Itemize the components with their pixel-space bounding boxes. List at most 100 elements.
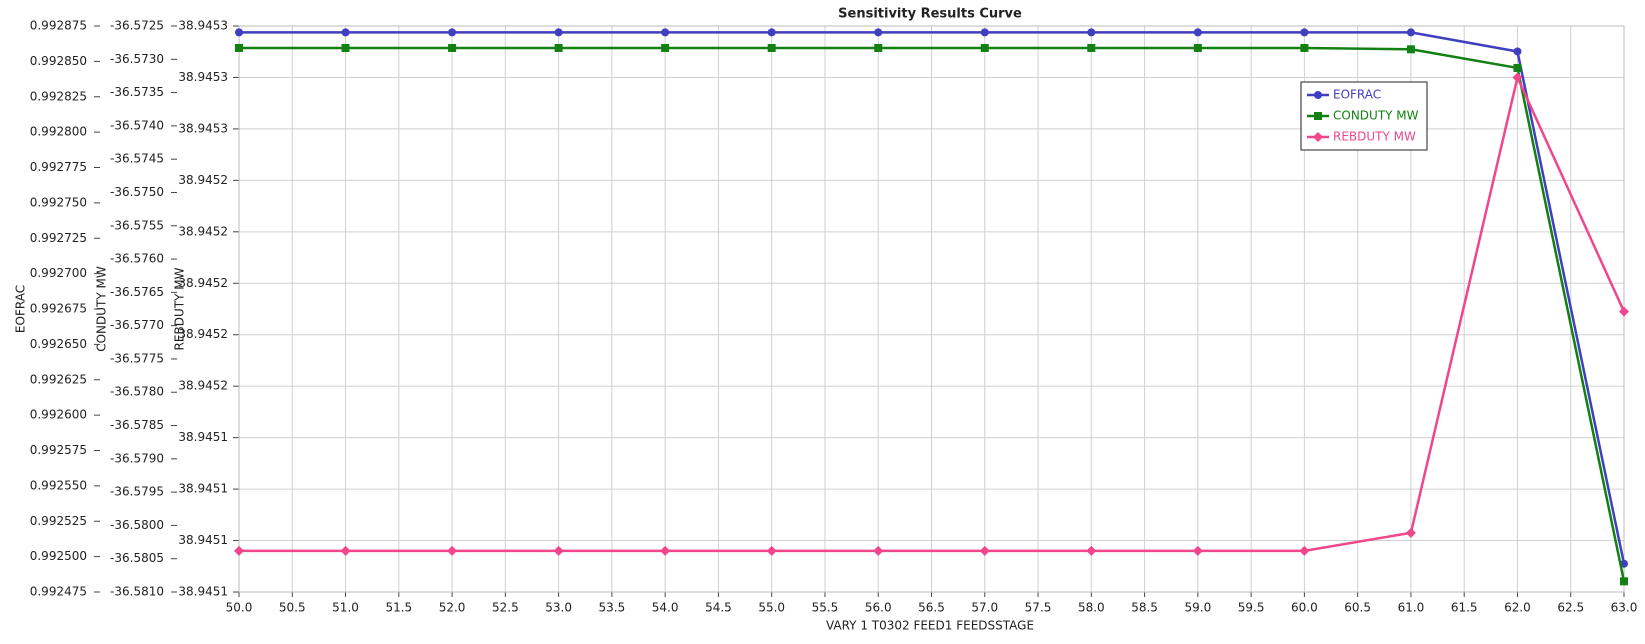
data-point [1087, 28, 1096, 37]
y-tick-label: 0.992575 [30, 443, 87, 457]
y-tick-label: 0.992825 [30, 89, 87, 103]
y-tick-label: 38.9451 [178, 585, 228, 599]
x-tick-label: 56.0 [865, 601, 892, 615]
x-tick-label: 53.5 [599, 601, 626, 615]
data-point [554, 43, 563, 52]
y-tick-label: -36.5775 [110, 351, 164, 365]
x-axis-label: VARY 1 T0302 FEED1 FEEDSSTAGE [826, 619, 1034, 633]
data-point [980, 28, 989, 37]
data-point [766, 545, 777, 556]
y-tick-label: 38.9453 [178, 70, 228, 84]
y-tick-label: -36.5725 [110, 19, 164, 33]
x-tick-label: 63.0 [1611, 601, 1638, 615]
data-point [979, 545, 990, 556]
data-point [1512, 72, 1523, 83]
y-tick-label: 38.9452 [178, 173, 228, 187]
data-point [1086, 545, 1097, 556]
data-point [874, 28, 883, 37]
y-tick-label: 0.992875 [30, 19, 87, 33]
y-tick-label: 38.9451 [178, 482, 228, 496]
data-point [1619, 306, 1629, 317]
series-line [239, 46, 1626, 582]
x-tick-label: 50.0 [226, 601, 253, 615]
y-tick-label: -36.5795 [110, 485, 164, 499]
legend-label: REBDUTY MW [1333, 130, 1416, 144]
x-tick-label: 51.0 [332, 601, 359, 615]
y-tick-label: 0.992600 [30, 408, 87, 422]
x-tick-label: 55.5 [812, 601, 839, 615]
y2-axis-label: CONDUTY MW [95, 266, 109, 352]
y-tick-label: -36.5810 [110, 585, 164, 599]
data-point [1406, 28, 1415, 37]
x-tick-label: 54.5 [705, 601, 732, 615]
legend-label: CONDUTY MW [1333, 109, 1419, 123]
y-tick-label: 38.9451 [178, 533, 228, 547]
y-tick-label: -36.5800 [110, 518, 164, 532]
y-tick-label: 0.992775 [30, 160, 87, 174]
legend-marker [1314, 112, 1322, 120]
y-tick-label: 38.9452 [178, 327, 228, 341]
data-point [660, 545, 671, 556]
y-tick-label: 0.992850 [30, 54, 87, 68]
x-tick-label: 52.0 [439, 601, 466, 615]
series-line [239, 73, 1626, 553]
data-point [1193, 28, 1202, 37]
data-point [341, 28, 350, 37]
chart-title: Sensitivity Results Curve [838, 7, 1022, 22]
x-tick-label: 56.5 [918, 601, 945, 615]
data-point [1620, 577, 1628, 586]
x-tick-label: 58.0 [1078, 601, 1105, 615]
data-point [1299, 545, 1310, 556]
y-tick-label: -36.5760 [110, 252, 164, 266]
x-tick-label: 51.5 [385, 601, 412, 615]
data-point [661, 43, 670, 52]
data-point [767, 28, 776, 37]
x-tick-label: 62.5 [1557, 601, 1584, 615]
data-point [341, 43, 350, 52]
data-point [1406, 45, 1415, 54]
data-point [234, 545, 244, 556]
x-tick-label: 52.5 [492, 601, 519, 615]
y-tick-label: 0.992525 [30, 514, 87, 528]
x-tick-label: 61.5 [1451, 601, 1478, 615]
x-tick-label: 57.0 [971, 601, 998, 615]
y-tick-label: 0.992700 [30, 266, 87, 280]
x-tick-label: 60.0 [1291, 601, 1318, 615]
data-point [447, 545, 458, 556]
legend-marker [1314, 91, 1322, 99]
legend-label: EOFRAC [1333, 88, 1381, 102]
y-tick-label: -36.5730 [110, 52, 164, 66]
x-tick-label: 58.5 [1131, 601, 1158, 615]
y-tick-label: 0.992550 [30, 478, 87, 492]
y-tick-label: -36.5755 [110, 218, 164, 232]
data-point [448, 43, 457, 52]
series-line [239, 31, 1626, 564]
data-point [1405, 527, 1416, 538]
y-tick-label: 38.9453 [178, 121, 228, 135]
y-tick-label: 0.992625 [30, 372, 87, 386]
y-tick-label: 0.992675 [30, 302, 87, 316]
y-tick-label: -36.5790 [110, 451, 164, 465]
data-point [980, 43, 989, 52]
y-tick-label: 0.992725 [30, 231, 87, 245]
data-point [873, 545, 884, 556]
data-point [1087, 43, 1096, 52]
data-point [1193, 43, 1202, 52]
data-point [235, 43, 243, 52]
data-point [553, 545, 564, 556]
data-point [1300, 28, 1309, 37]
x-tick-label: 55.0 [758, 601, 785, 615]
y3-axis-label: REBDUTY MW [173, 267, 187, 350]
data-point [874, 43, 883, 52]
data-point [1300, 43, 1309, 52]
y-axis-label: EOFRAC [14, 285, 28, 333]
y-tick-label: 0.992475 [30, 585, 87, 599]
x-tick-label: 59.5 [1238, 601, 1265, 615]
data-point [1192, 545, 1203, 556]
y-tick-label: 0.992750 [30, 195, 87, 209]
y-tick-label: -36.5750 [110, 185, 164, 199]
data-point [767, 43, 776, 52]
y-tick-label: -36.5770 [110, 318, 164, 332]
y-tick-label: -36.5740 [110, 118, 164, 132]
